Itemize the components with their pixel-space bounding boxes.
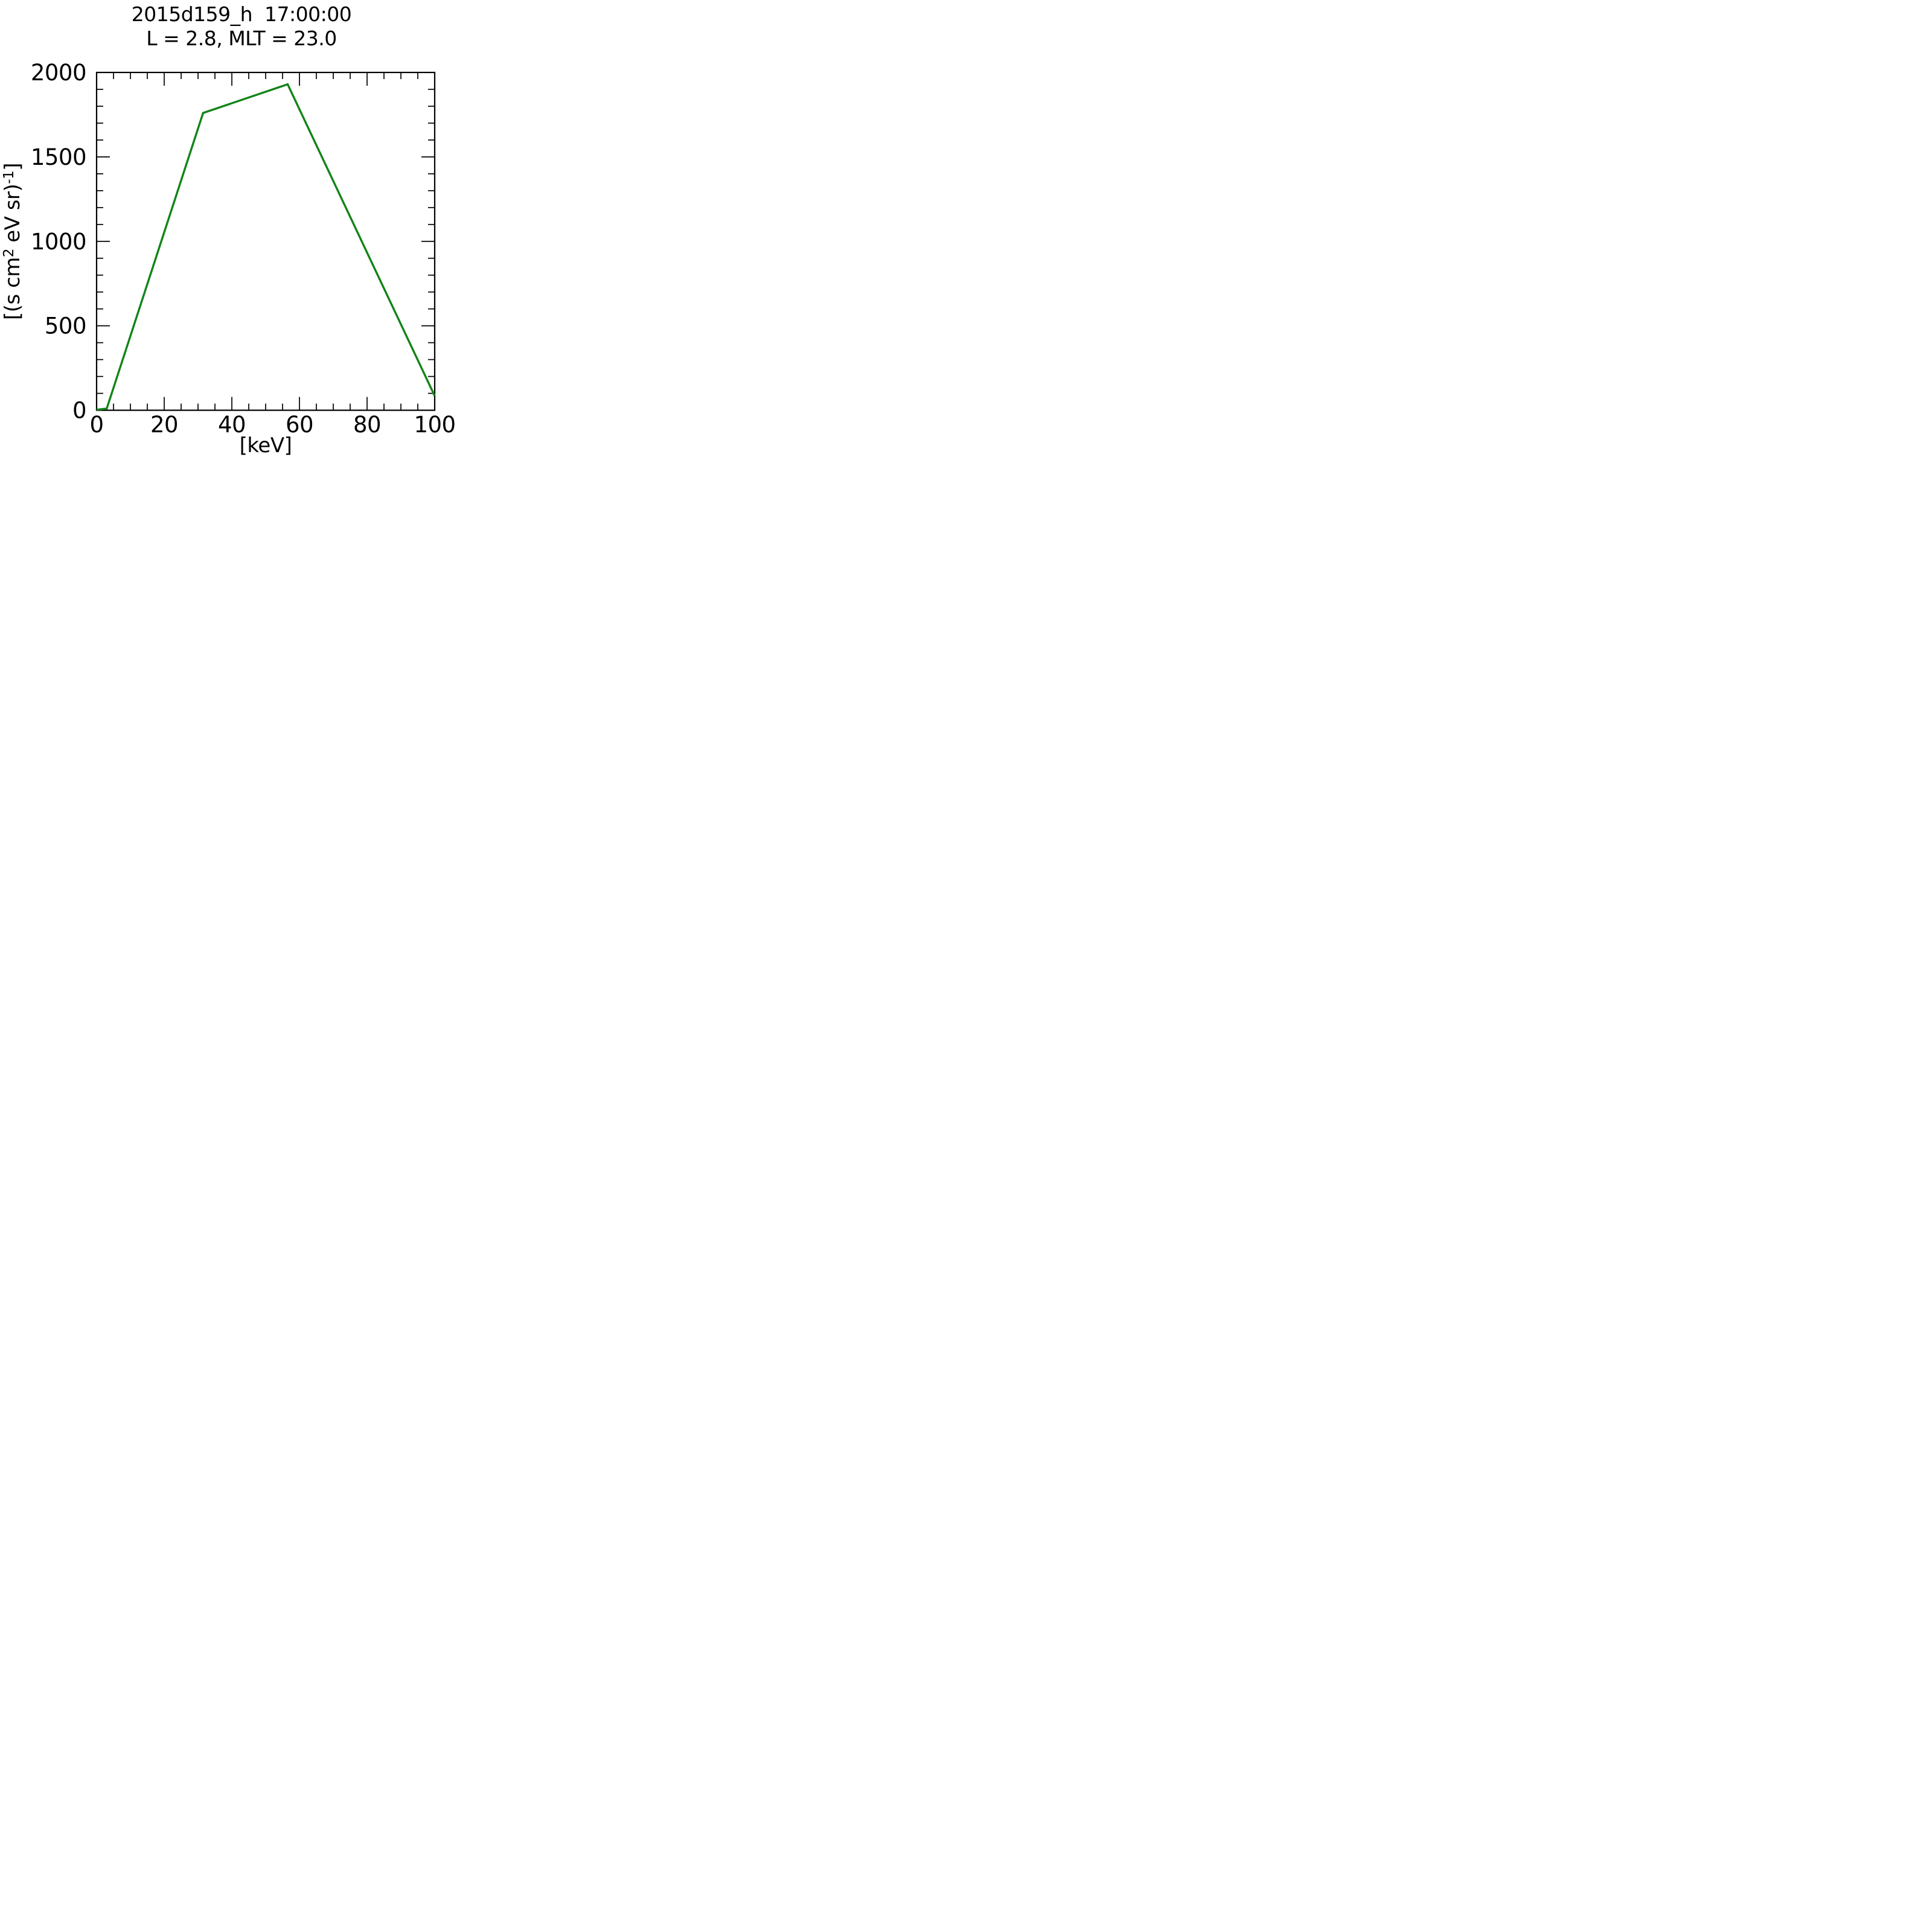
y-tick-label: 2000 — [31, 60, 86, 86]
x-tick-label: 0 — [89, 412, 103, 438]
x-tick-label: 100 — [414, 412, 455, 438]
x-tick-labels: 0 20 40 60 80 100 — [89, 412, 456, 438]
x-tick-label: 60 — [286, 412, 313, 438]
plot-frame — [95, 71, 436, 411]
x-tick-label: 80 — [353, 412, 381, 438]
y-tick-labels: 0 500 1000 1500 2000 — [31, 60, 87, 424]
y-tick-label: 1000 — [31, 229, 86, 255]
y-tick-label: 1500 — [31, 144, 86, 170]
y-tick-label: 0 — [72, 398, 86, 424]
x-axis-label: [keV] — [239, 433, 292, 458]
title-line-2: L = 2.8, MLT = 23.0 — [146, 27, 337, 50]
x-tick-label: 40 — [218, 412, 246, 438]
axis-ticks — [96, 72, 435, 411]
ion-flux-spectrum-line — [96, 83, 436, 411]
y-tick-label: 500 — [45, 313, 86, 339]
x-tick-label: 20 — [150, 412, 178, 438]
chart-title: 2015d159_h 17:00:00 L = 2.8, MLT = 23.0 — [0, 2, 483, 51]
figure: 2015d159_h 17:00:00 L = 2.8, MLT = 23.0 … — [0, 0, 483, 483]
title-line-1: 2015d159_h 17:00:00 — [131, 2, 352, 26]
